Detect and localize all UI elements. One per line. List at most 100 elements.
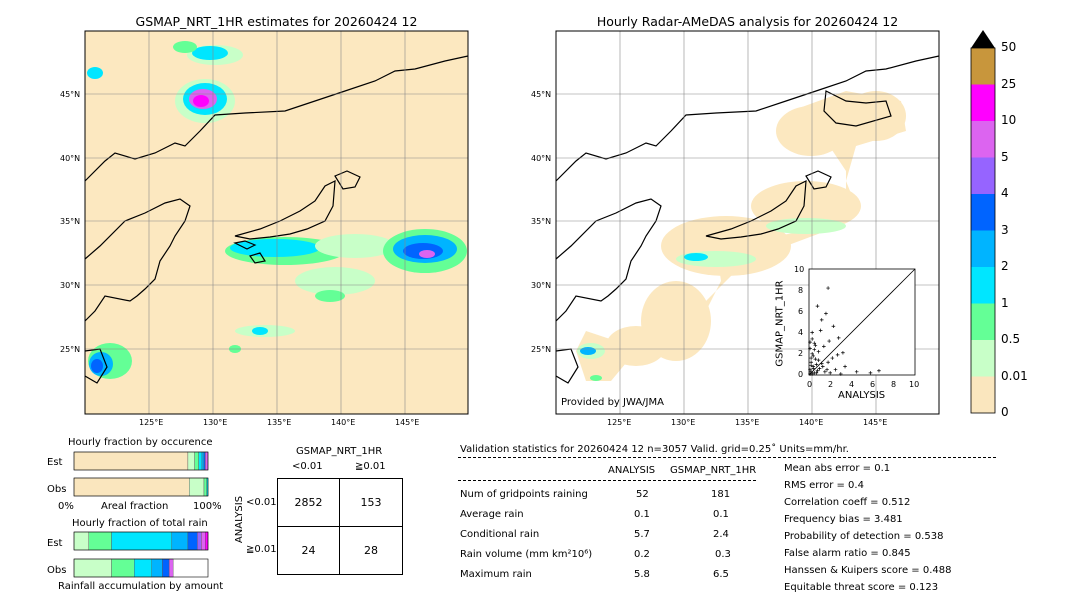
score-ets: Equitable threat score = 0.123 xyxy=(784,582,939,593)
colorbar-block xyxy=(971,157,995,194)
scatter-point xyxy=(815,304,820,308)
scatter-point xyxy=(818,328,823,333)
stat-label-maximum: Maximum rain xyxy=(460,569,532,580)
bar-segment xyxy=(205,531,209,551)
stats-header: Validation statistics for 20260424 12 n=… xyxy=(460,444,849,455)
scatter-point xyxy=(827,339,831,343)
cell-ge-lt: 24 xyxy=(301,544,316,557)
total-rain-bars xyxy=(73,531,209,578)
contingency-col-ge: ≧0.01 xyxy=(355,461,386,472)
bar-frame xyxy=(73,477,209,497)
colorbar-label: 4 xyxy=(1001,186,1009,200)
total-rain-title: Hourly fraction of total rain xyxy=(72,518,208,529)
scatter-point xyxy=(877,368,881,373)
scatter-point xyxy=(825,367,829,372)
stat-analysis-gridpoints: 52 xyxy=(636,489,649,500)
colorbar-label: 5 xyxy=(1001,149,1009,164)
scatter-point xyxy=(831,324,836,329)
scatter-xtick-0: 0 xyxy=(807,380,813,389)
scatter-point xyxy=(854,370,859,374)
stat-analysis-maximum: 5.8 xyxy=(634,569,650,580)
right-lat-35: 35°N xyxy=(531,217,552,226)
scatter-point xyxy=(868,371,873,375)
bar-segment xyxy=(187,451,195,471)
scatter-xtick-2: 2 xyxy=(828,380,834,389)
right-lat-25: 25°N xyxy=(531,345,552,354)
left-map xyxy=(84,30,469,415)
stat-gsmap-average: 0.1 xyxy=(713,509,729,520)
right-map-title: Hourly Radar-AMeDAS analysis for 2026042… xyxy=(596,14,899,29)
scatter-ytick-10: 10 xyxy=(794,265,805,274)
scatter-point xyxy=(808,340,812,344)
bar-segment xyxy=(73,451,189,471)
stats-divider xyxy=(458,457,996,458)
bar-segment xyxy=(197,531,202,551)
bar-segment xyxy=(171,531,189,551)
scatter-ylabel: GSMAP_NRT_1HR xyxy=(774,280,786,367)
scatter-point xyxy=(836,336,841,340)
scatter-point xyxy=(814,371,819,375)
scatter-point xyxy=(814,362,819,367)
colorbar-block xyxy=(971,84,995,121)
scatter-point xyxy=(826,360,830,365)
scatter-point xyxy=(809,370,813,374)
cell-ge-ge: 28 xyxy=(364,544,378,557)
bar-segment xyxy=(203,477,207,497)
scatter-point xyxy=(828,371,832,375)
bar-segment xyxy=(189,477,205,497)
right-lon-130: 130°E xyxy=(671,418,696,427)
colorbar-label: 2 xyxy=(1001,259,1009,273)
contingency-grid: 2852 153 24 28 xyxy=(277,478,403,575)
score-correlation: Correlation coeff = 0.512 xyxy=(784,497,911,508)
bar-segment xyxy=(73,531,89,551)
occurrence-est-label: Est xyxy=(47,457,63,468)
scatter-point xyxy=(809,360,813,365)
bar-segment xyxy=(162,558,170,578)
bar-segment xyxy=(73,558,112,578)
bar-segment xyxy=(73,477,190,497)
right-lon-145: 145°E xyxy=(863,418,888,427)
score-pod: Probability of detection = 0.538 xyxy=(784,531,944,542)
colorbar-label: 50 xyxy=(1001,40,1017,54)
colorbar-label: 0 xyxy=(1001,405,1009,419)
scatter-point xyxy=(830,356,835,360)
score-hk: Hanssen & Kuipers score = 0.488 xyxy=(784,565,952,576)
stats-col-gsmap: GSMAP_NRT_1HR xyxy=(670,465,757,476)
scatter-point xyxy=(810,352,814,356)
bar-segment xyxy=(151,558,163,578)
scatter-point xyxy=(813,343,818,348)
bar-segment xyxy=(205,451,209,471)
bar-segment xyxy=(201,531,206,551)
scatter-ytick-0: 0 xyxy=(798,370,804,379)
scatter-point xyxy=(810,330,814,335)
score-mae: Mean abs error = 0.1 xyxy=(784,463,891,474)
left-lat-30: 30°N xyxy=(60,281,81,290)
score-frequency-bias: Frequency bias = 3.481 xyxy=(784,514,903,525)
left-lat-45: 45°N xyxy=(60,90,81,99)
stat-gsmap-maximum: 6.5 xyxy=(713,569,729,580)
cell-lt-ge: 153 xyxy=(360,496,382,509)
left-lon-135: 135°E xyxy=(267,418,292,427)
scatter-point xyxy=(835,353,840,357)
colorbar xyxy=(970,30,996,414)
scatter-point xyxy=(819,318,824,322)
stat-gsmap-gridpoints: 181 xyxy=(711,489,731,500)
stat-analysis-volume: 0.2 xyxy=(634,549,650,560)
scatter-point xyxy=(810,372,814,376)
right-lon-135: 135°E xyxy=(735,418,760,427)
bar-segment xyxy=(198,451,203,471)
occurrence-xlabel: Areal fraction xyxy=(101,501,169,512)
left-rain-patches xyxy=(87,41,467,379)
colorbar-block xyxy=(971,194,995,231)
scatter-point xyxy=(820,364,825,369)
scatter-point xyxy=(816,358,821,362)
bar-frame xyxy=(73,451,209,471)
scatter-point xyxy=(826,286,830,290)
scatter-point xyxy=(839,372,843,376)
right-lon-125: 125°E xyxy=(607,418,632,427)
scatter-ytick-2: 2 xyxy=(798,349,804,358)
bar-segment xyxy=(201,451,205,471)
bar-segment xyxy=(134,558,152,578)
score-rmse: RMS error = 0.4 xyxy=(784,480,864,491)
scatter-point xyxy=(812,341,817,345)
